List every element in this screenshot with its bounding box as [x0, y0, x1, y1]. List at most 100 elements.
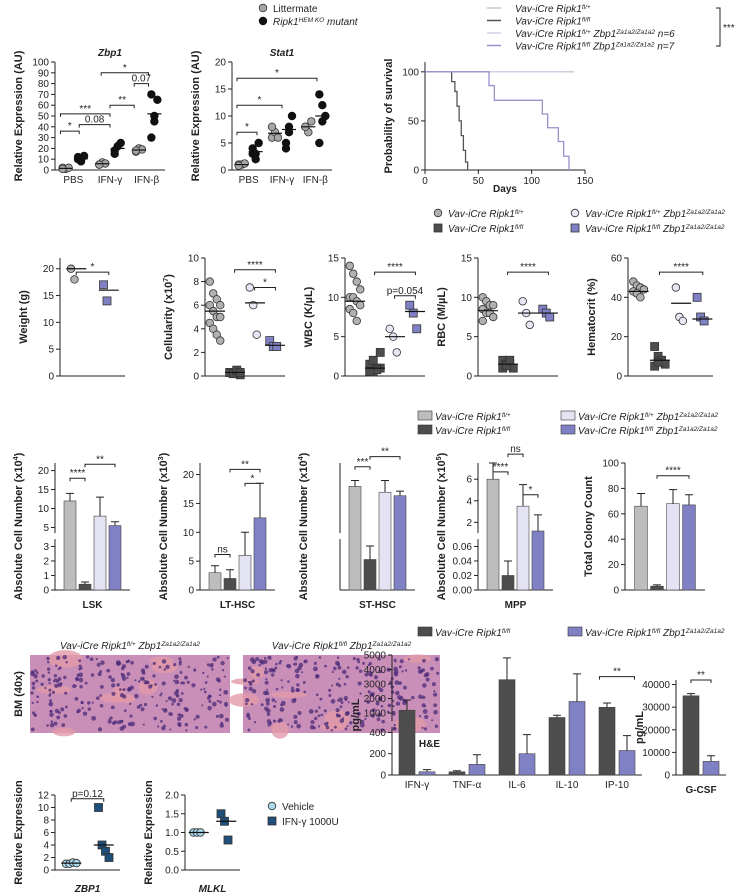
significance: *: [91, 262, 95, 273]
y-axis-label: Hematocrit (%): [586, 278, 598, 356]
nucleus: [152, 674, 156, 678]
data-point: [99, 280, 108, 290]
nucleus: [331, 670, 334, 674]
nucleus: [150, 684, 153, 687]
nucleus: [215, 714, 219, 718]
nucleus: [30, 727, 35, 732]
survival-curve: [425, 71, 469, 170]
nucleus: [243, 678, 248, 683]
nucleus: [219, 713, 224, 719]
x-tick-label: 150: [577, 176, 594, 187]
nucleus: [373, 675, 379, 680]
nucleus: [271, 668, 276, 673]
nucleus: [193, 668, 197, 672]
nucleus: [31, 686, 36, 690]
nucleus: [361, 719, 365, 724]
bracket: [78, 124, 111, 128]
nucleus: [328, 693, 332, 698]
y-axis-label: Absolute Cell Number (x103): [157, 452, 170, 600]
nucleus: [264, 680, 269, 685]
bracket: [394, 295, 416, 299]
nucleus: [60, 707, 65, 712]
nucleus: [319, 697, 323, 701]
y-axis-label-part: Absolute Cell Number (x10: [13, 460, 25, 600]
nucleus: [281, 686, 284, 689]
legend-label: Vav-iCre Ripk1fl/fl: [435, 426, 511, 438]
data-point: [281, 144, 291, 153]
nucleus: [266, 688, 269, 691]
nucleus: [174, 674, 179, 680]
nucleus: [111, 691, 116, 696]
nucleus: [163, 724, 166, 728]
nucleus: [286, 663, 292, 669]
nucleus: [340, 701, 344, 705]
nucleus: [393, 713, 396, 716]
nucleus: [338, 684, 342, 688]
nucleus: [99, 684, 104, 689]
nucleus: [208, 699, 212, 703]
nucleus: [418, 715, 422, 718]
x-tick-label: PBS: [63, 175, 83, 186]
nucleus: [265, 697, 271, 703]
y-tick-label: 20: [215, 58, 227, 69]
legend-label: Vav-iCre Ripk1fl/fl: [448, 224, 524, 236]
nucleus: [263, 656, 267, 660]
data-point: [267, 122, 277, 131]
nucleus: [162, 708, 168, 713]
nucleus: [57, 677, 62, 681]
nucleus: [357, 681, 362, 686]
y-tick-label: 50: [38, 112, 50, 123]
nucleus: [275, 687, 279, 691]
nucleus: [47, 671, 51, 674]
data-point: [408, 308, 418, 318]
nucleus: [216, 699, 220, 703]
nucleus: [34, 669, 37, 672]
y-tick-label: 400: [369, 728, 386, 739]
legend-label-part: Vav-iCre Ripk1: [585, 628, 652, 639]
nucleus: [32, 711, 36, 715]
data-point: [245, 283, 254, 292]
error-bar: [96, 496, 104, 517]
nucleus: [139, 703, 143, 707]
tissue-blob: [138, 679, 158, 695]
nucleus: [312, 666, 318, 672]
nucleus: [344, 727, 348, 731]
data-point: [315, 138, 324, 148]
nucleus: [179, 713, 184, 718]
nucleus: [380, 728, 384, 732]
nucleus: [62, 655, 67, 660]
nucleus: [224, 717, 230, 722]
bar: [468, 764, 486, 776]
bar: [486, 478, 500, 591]
bracket: [716, 7, 721, 47]
nucleus: [110, 705, 115, 710]
data-point: [153, 95, 162, 104]
y-tick-label: 1.5: [165, 809, 179, 820]
nucleus: [248, 686, 253, 692]
y-tick-label: 10: [38, 504, 50, 515]
data-point: [318, 100, 327, 110]
bracket: [690, 679, 712, 683]
nucleus: [54, 683, 59, 689]
panel-label-part: Za1a2/Za1a2: [372, 641, 412, 648]
nucleus: [226, 657, 229, 660]
error-bar: [81, 581, 89, 585]
nucleus: [167, 696, 173, 701]
nucleus: [171, 698, 177, 703]
nucleus: [290, 688, 295, 693]
nucleus: [337, 665, 342, 670]
nucleus: [431, 682, 436, 687]
nucleus: [74, 684, 77, 687]
bar: [398, 709, 416, 776]
nucleus: [96, 662, 101, 667]
nucleus: [116, 683, 120, 687]
nucleus: [204, 681, 208, 684]
y-tick-label: 10000: [642, 748, 670, 759]
data-point: [365, 366, 375, 376]
x-tick-label: 0: [422, 176, 428, 187]
legend-label: Vav-iCre Ripk1fl/+: [448, 209, 524, 221]
bracket: [84, 463, 116, 468]
y-tick-label: 0: [413, 166, 419, 177]
nucleus: [122, 724, 127, 729]
